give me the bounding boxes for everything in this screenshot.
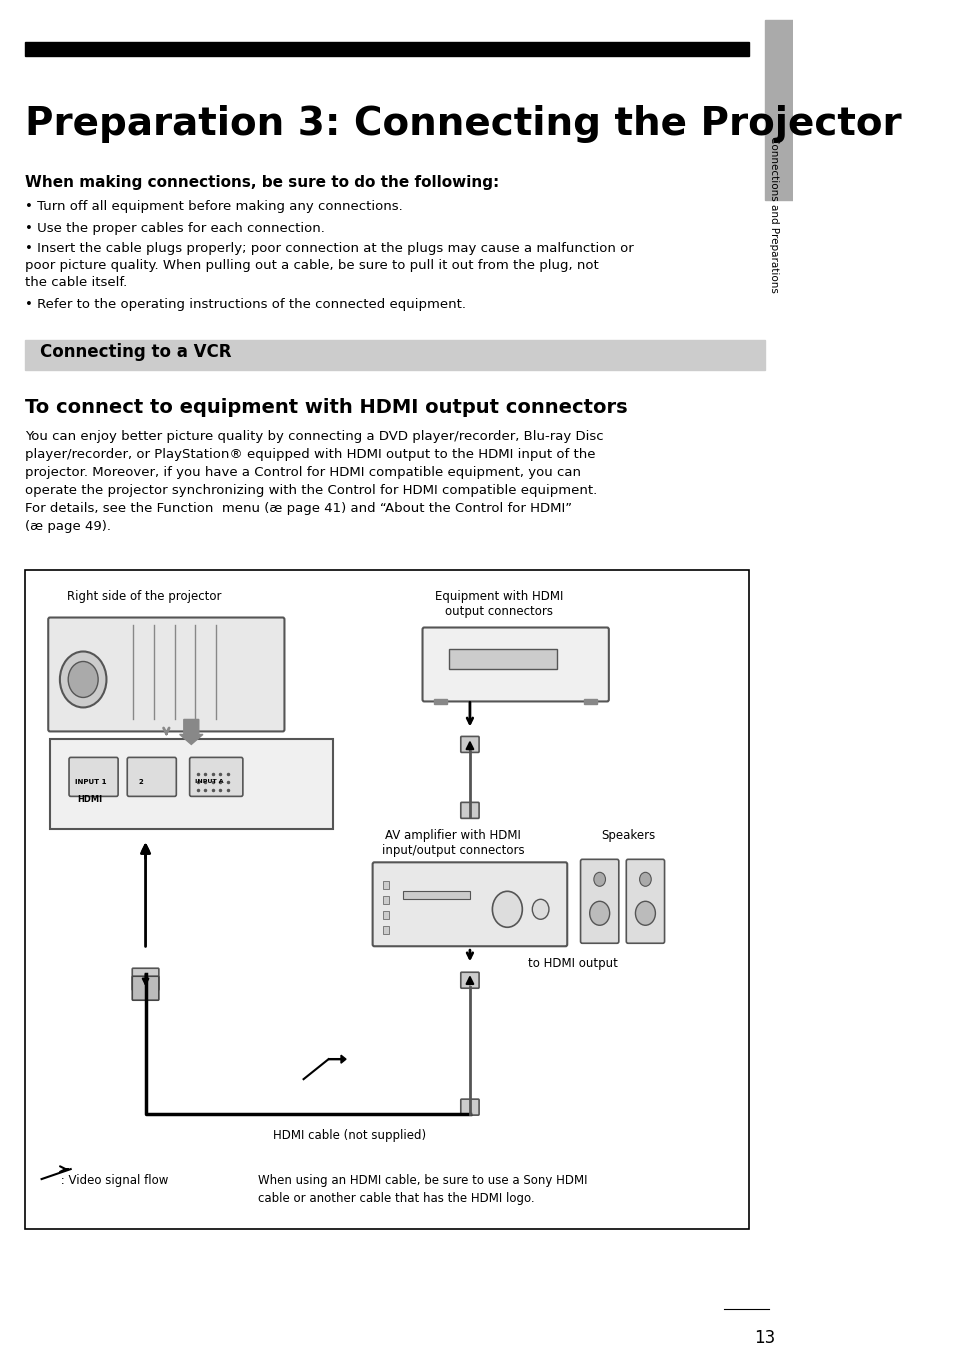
Circle shape xyxy=(532,899,548,919)
Circle shape xyxy=(593,872,605,887)
FancyBboxPatch shape xyxy=(460,737,478,753)
Text: Right side of the projector: Right side of the projector xyxy=(67,589,221,603)
Circle shape xyxy=(68,661,98,698)
Bar xyxy=(382,926,389,934)
Text: Preparation 3: Connecting the Projector: Preparation 3: Connecting the Projector xyxy=(25,105,901,143)
Circle shape xyxy=(639,872,651,887)
Text: 13: 13 xyxy=(754,1329,775,1347)
FancyBboxPatch shape xyxy=(49,618,284,731)
Text: • Refer to the operating instructions of the connected equipment.: • Refer to the operating instructions of… xyxy=(25,297,465,311)
Bar xyxy=(382,896,389,904)
Circle shape xyxy=(635,902,655,925)
FancyBboxPatch shape xyxy=(132,968,159,990)
Circle shape xyxy=(589,902,609,925)
Text: To connect to equipment with HDMI output connectors: To connect to equipment with HDMI output… xyxy=(25,397,627,416)
FancyBboxPatch shape xyxy=(127,757,176,796)
FancyBboxPatch shape xyxy=(460,802,478,818)
Text: 2: 2 xyxy=(139,779,144,786)
FancyArrow shape xyxy=(179,719,203,745)
Text: • Turn off all equipment before making any connections.: • Turn off all equipment before making a… xyxy=(25,200,402,212)
FancyBboxPatch shape xyxy=(132,976,159,1000)
FancyBboxPatch shape xyxy=(625,860,664,944)
Bar xyxy=(25,339,764,369)
Bar xyxy=(25,42,748,55)
Bar xyxy=(25,569,748,1229)
FancyBboxPatch shape xyxy=(460,1099,478,1115)
Text: Connecting to a VCR: Connecting to a VCR xyxy=(40,342,232,361)
Text: INPUT 1: INPUT 1 xyxy=(74,779,106,786)
Bar xyxy=(764,20,793,200)
Circle shape xyxy=(60,652,107,707)
Text: Connections and Preparations: Connections and Preparations xyxy=(768,137,779,293)
FancyBboxPatch shape xyxy=(422,627,608,702)
Bar xyxy=(583,699,597,704)
Bar xyxy=(449,649,557,669)
Bar xyxy=(382,882,389,890)
Text: HDMI: HDMI xyxy=(77,795,102,804)
Text: When using an HDMI cable, be sure to use a Sony HDMI
cable or another cable that: When using an HDMI cable, be sure to use… xyxy=(257,1174,587,1205)
Bar xyxy=(403,891,470,899)
FancyBboxPatch shape xyxy=(69,757,118,796)
FancyArrow shape xyxy=(328,1055,346,1063)
FancyBboxPatch shape xyxy=(580,860,618,944)
FancyBboxPatch shape xyxy=(190,757,243,796)
Bar xyxy=(382,911,389,919)
Text: • Use the proper cables for each connection.: • Use the proper cables for each connect… xyxy=(25,222,324,235)
Bar xyxy=(434,699,447,704)
Text: INPUT A: INPUT A xyxy=(195,779,224,784)
Text: : Video signal flow: : Video signal flow xyxy=(42,1174,168,1187)
Text: Speakers: Speakers xyxy=(600,829,655,842)
Text: AV amplifier with HDMI
input/output connectors: AV amplifier with HDMI input/output conn… xyxy=(381,829,524,857)
Bar xyxy=(50,740,333,829)
FancyBboxPatch shape xyxy=(373,863,567,946)
Text: to HDMI output: to HDMI output xyxy=(528,957,618,971)
FancyBboxPatch shape xyxy=(460,972,478,988)
Text: • Insert the cable plugs properly; poor connection at the plugs may cause a malf: • Insert the cable plugs properly; poor … xyxy=(25,242,633,289)
Text: HDMI cable (not supplied): HDMI cable (not supplied) xyxy=(273,1129,425,1142)
Text: Equipment with HDMI
output connectors: Equipment with HDMI output connectors xyxy=(435,589,562,618)
Circle shape xyxy=(492,891,522,927)
Text: When making connections, be sure to do the following:: When making connections, be sure to do t… xyxy=(25,174,498,189)
Text: You can enjoy better picture quality by connecting a DVD player/recorder, Blu-ra: You can enjoy better picture quality by … xyxy=(25,430,603,533)
